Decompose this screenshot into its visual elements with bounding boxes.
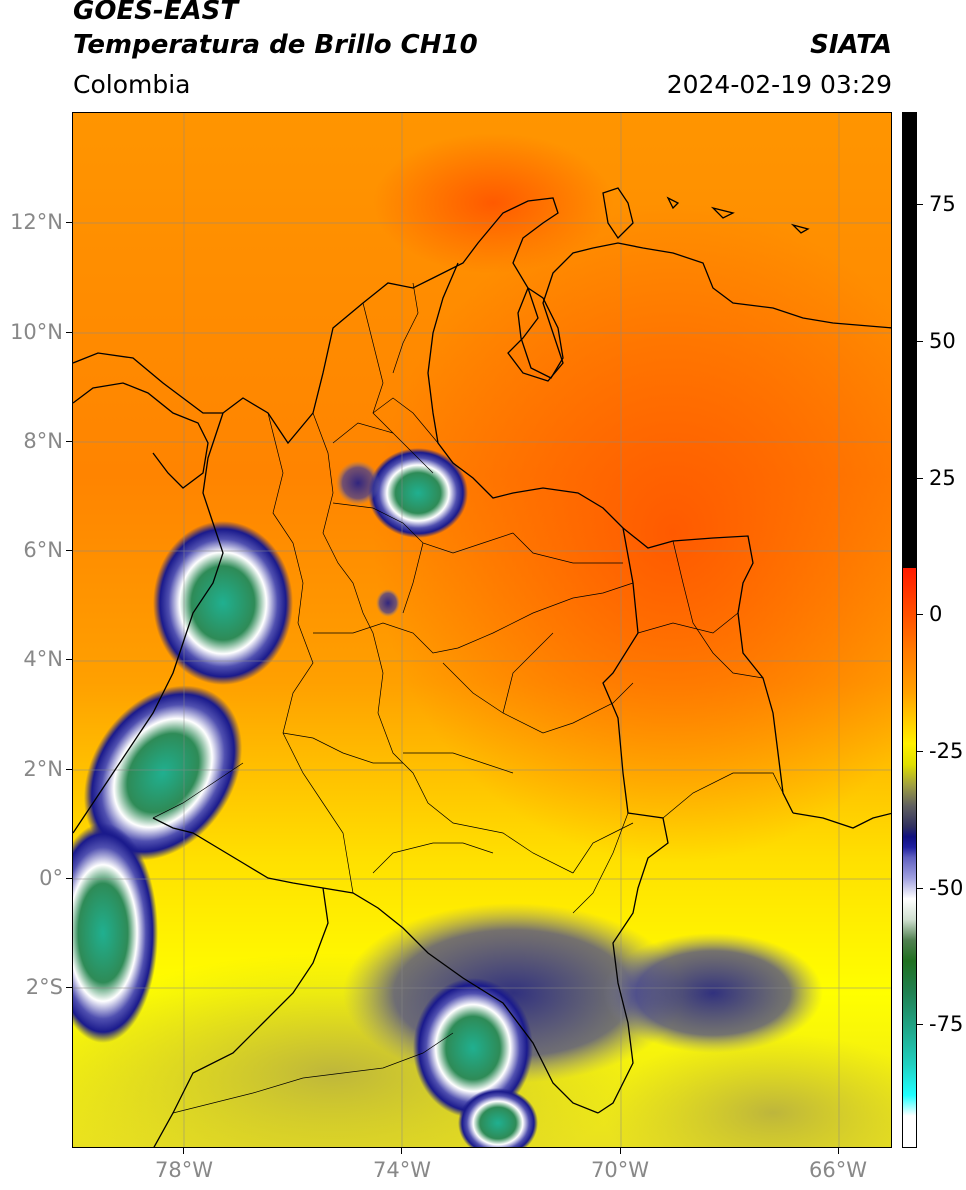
lat-tick xyxy=(66,441,72,442)
lat-tick xyxy=(66,550,72,551)
lat-tick xyxy=(66,659,72,660)
lat-label-10n: 10°N xyxy=(10,320,63,344)
colorbar-tick xyxy=(917,614,923,615)
navy-cloud-area-southeast xyxy=(603,933,823,1053)
colorbar-tick xyxy=(917,751,923,752)
lat-tick xyxy=(66,878,72,879)
colorbar-tick xyxy=(917,888,923,889)
lon-label-70w: 70°W xyxy=(591,1158,649,1182)
cloud-small-north xyxy=(336,461,380,505)
title-product: Temperatura de Brillo CH10 xyxy=(73,30,478,60)
colorbar-tick xyxy=(917,204,923,205)
lat-label-4n: 4°N xyxy=(23,647,63,671)
graticule xyxy=(73,113,891,1147)
map-canvas xyxy=(73,113,891,1147)
datetime-label: 2024-02-19 03:29 xyxy=(666,70,892,99)
colorbar-tick xyxy=(917,478,923,479)
cloud-small-center xyxy=(376,589,400,617)
department-borders xyxy=(152,282,784,1114)
lon-tick xyxy=(838,1148,839,1154)
organization-label: SIATA xyxy=(810,30,892,60)
country-borders xyxy=(73,187,891,1147)
lat-label-0: 0° xyxy=(39,866,63,890)
title-satellite: GOES-EAST xyxy=(73,0,239,26)
cloud-cluster-north xyxy=(368,448,468,538)
lon-label-78w: 78°W xyxy=(155,1158,213,1182)
colorbar-label-neg75: -75 xyxy=(929,1012,964,1036)
colorbar-tick xyxy=(917,341,923,342)
olive-region-southeast xyxy=(603,1033,891,1147)
colorbar-label-neg50: -50 xyxy=(929,876,964,900)
colorbar-label-0: 0 xyxy=(929,602,943,626)
warm-region xyxy=(373,203,891,863)
colorbar-label-neg25: -25 xyxy=(929,739,964,763)
lat-label-2n: 2°N xyxy=(23,757,63,781)
satellite-map xyxy=(72,112,892,1148)
lon-tick xyxy=(401,1148,402,1154)
colorbar-label-50: 50 xyxy=(929,329,956,353)
lat-label-2s: 2°S xyxy=(25,975,63,999)
lat-label-6n: 6°N xyxy=(23,538,63,562)
lon-tick xyxy=(620,1148,621,1154)
lat-tick xyxy=(66,332,72,333)
cloud-cluster-southwest xyxy=(83,685,243,861)
colorbar xyxy=(902,112,917,1148)
cloud-cluster-south xyxy=(413,978,533,1118)
region-label: Colombia xyxy=(73,70,191,99)
lat-label-12n: 12°N xyxy=(10,210,63,234)
lat-label-8n: 8°N xyxy=(23,429,63,453)
lon-label-66w: 66°W xyxy=(809,1158,867,1182)
colorbar-label-25: 25 xyxy=(929,466,956,490)
lat-tick xyxy=(66,222,72,223)
lat-tick xyxy=(66,987,72,988)
lon-tick xyxy=(183,1148,184,1154)
colorbar-label-75: 75 xyxy=(929,192,956,216)
warm-region-north xyxy=(373,133,613,273)
cloud-cluster-west xyxy=(153,521,293,685)
lon-label-74w: 74°W xyxy=(373,1158,431,1182)
cloud-cluster-south-2 xyxy=(458,1088,538,1147)
colorbar-tick xyxy=(917,1024,923,1025)
lat-tick xyxy=(66,769,72,770)
